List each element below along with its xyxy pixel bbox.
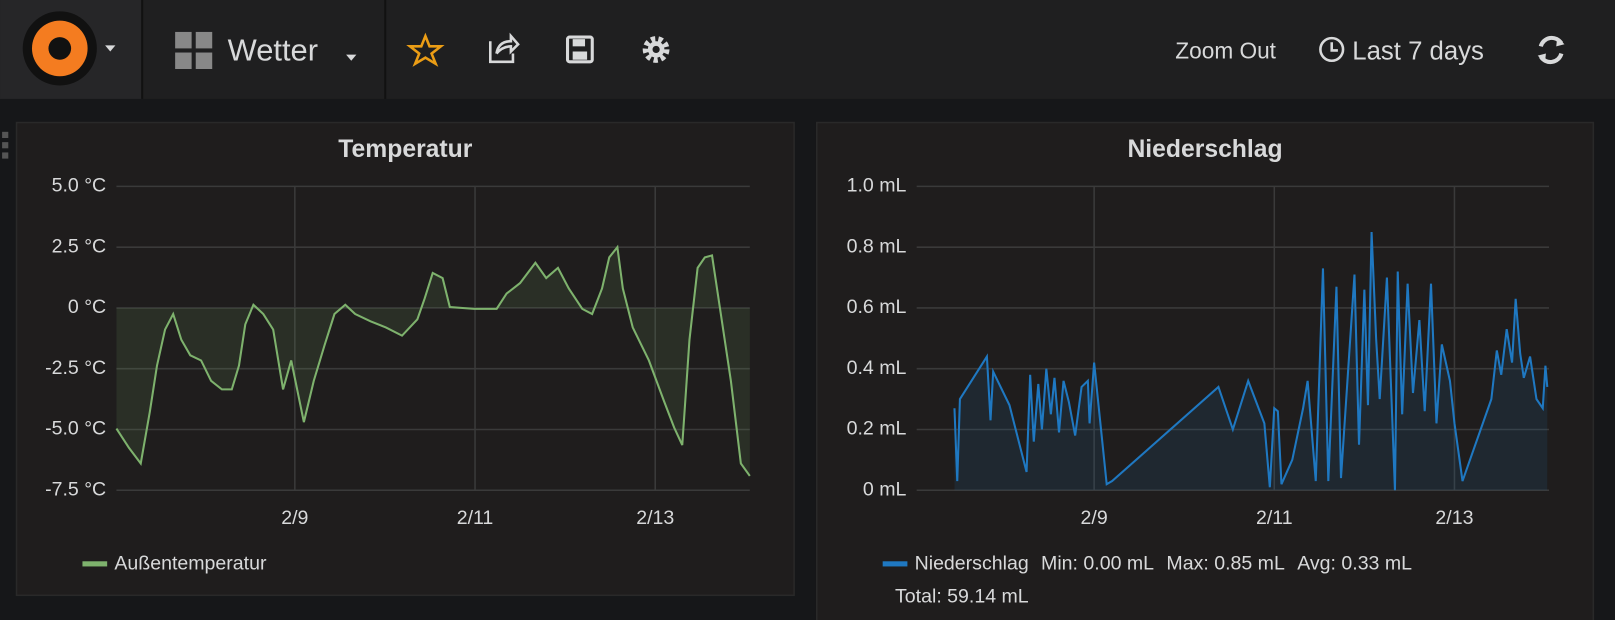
panel — [815, 121, 1595, 620]
clock-icon — [1319, 36, 1345, 63]
series-area — [116, 247, 750, 476]
x-tick-label: 2/11 — [457, 507, 494, 529]
caret — [346, 54, 357, 61]
y-tick-label: -2.5 °C — [45, 357, 106, 379]
settings-button[interactable] — [642, 36, 670, 63]
y-tick-label: 1.0 mL — [847, 175, 907, 197]
panel — [15, 121, 795, 597]
x-tick-label: 2/13 — [1435, 507, 1473, 529]
legend-swatch — [882, 561, 908, 567]
series-area — [954, 232, 1548, 491]
y-tick-label: 0 °C — [68, 296, 106, 318]
panel-title: Temperatur — [338, 136, 472, 163]
x-tick-label: 2/13 — [636, 507, 674, 529]
legend-swatch — [82, 561, 108, 567]
y-tick-label: 0.8 mL — [847, 235, 907, 257]
caret — [105, 45, 116, 52]
y-tick-label: 2.5 °C — [52, 235, 107, 257]
dashboard-icon — [175, 31, 213, 70]
legend-label[interactable]: Außentemperatur — [114, 553, 267, 575]
star-button[interactable] — [406, 32, 445, 67]
x-tick-label: 2/11 — [1256, 507, 1293, 529]
y-tick-label: 0.2 mL — [847, 418, 907, 440]
time-range[interactable]: Last 7 days — [1352, 37, 1484, 65]
save-button[interactable] — [565, 35, 594, 64]
navbar — [0, 0, 1615, 99]
share-button[interactable] — [489, 32, 520, 64]
legend-stat: Avg: 0.33 mL — [1297, 553, 1412, 575]
y-tick-label: 5.0 °C — [52, 175, 107, 197]
y-tick-label: 0.4 mL — [847, 357, 907, 379]
legend-stat: Min: 0.00 mL — [1041, 553, 1154, 575]
legend-stat: Total: 59.14 mL — [895, 586, 1029, 608]
legend-stat: Max: 0.85 mL — [1166, 553, 1285, 575]
logo-core — [48, 37, 72, 60]
y-tick-label: 0 mL — [863, 478, 907, 500]
dashboard-title[interactable]: Wetter — [228, 33, 318, 68]
drag-handle — [2, 131, 9, 159]
panel-title: Niederschlag — [1127, 136, 1282, 163]
y-tick-label: -5.0 °C — [45, 418, 106, 440]
y-tick-label: -7.5 °C — [45, 478, 106, 500]
refresh-button[interactable] — [1537, 35, 1565, 65]
x-tick-label: 2/9 — [1081, 507, 1108, 529]
series-line — [953, 231, 1549, 491]
x-tick-label: 2/9 — [281, 507, 308, 529]
zoom-out[interactable]: Zoom Out — [1175, 38, 1276, 64]
y-tick-label: 0.6 mL — [847, 296, 907, 318]
series-line — [115, 244, 751, 477]
legend-label[interactable]: Niederschlag — [915, 553, 1029, 575]
